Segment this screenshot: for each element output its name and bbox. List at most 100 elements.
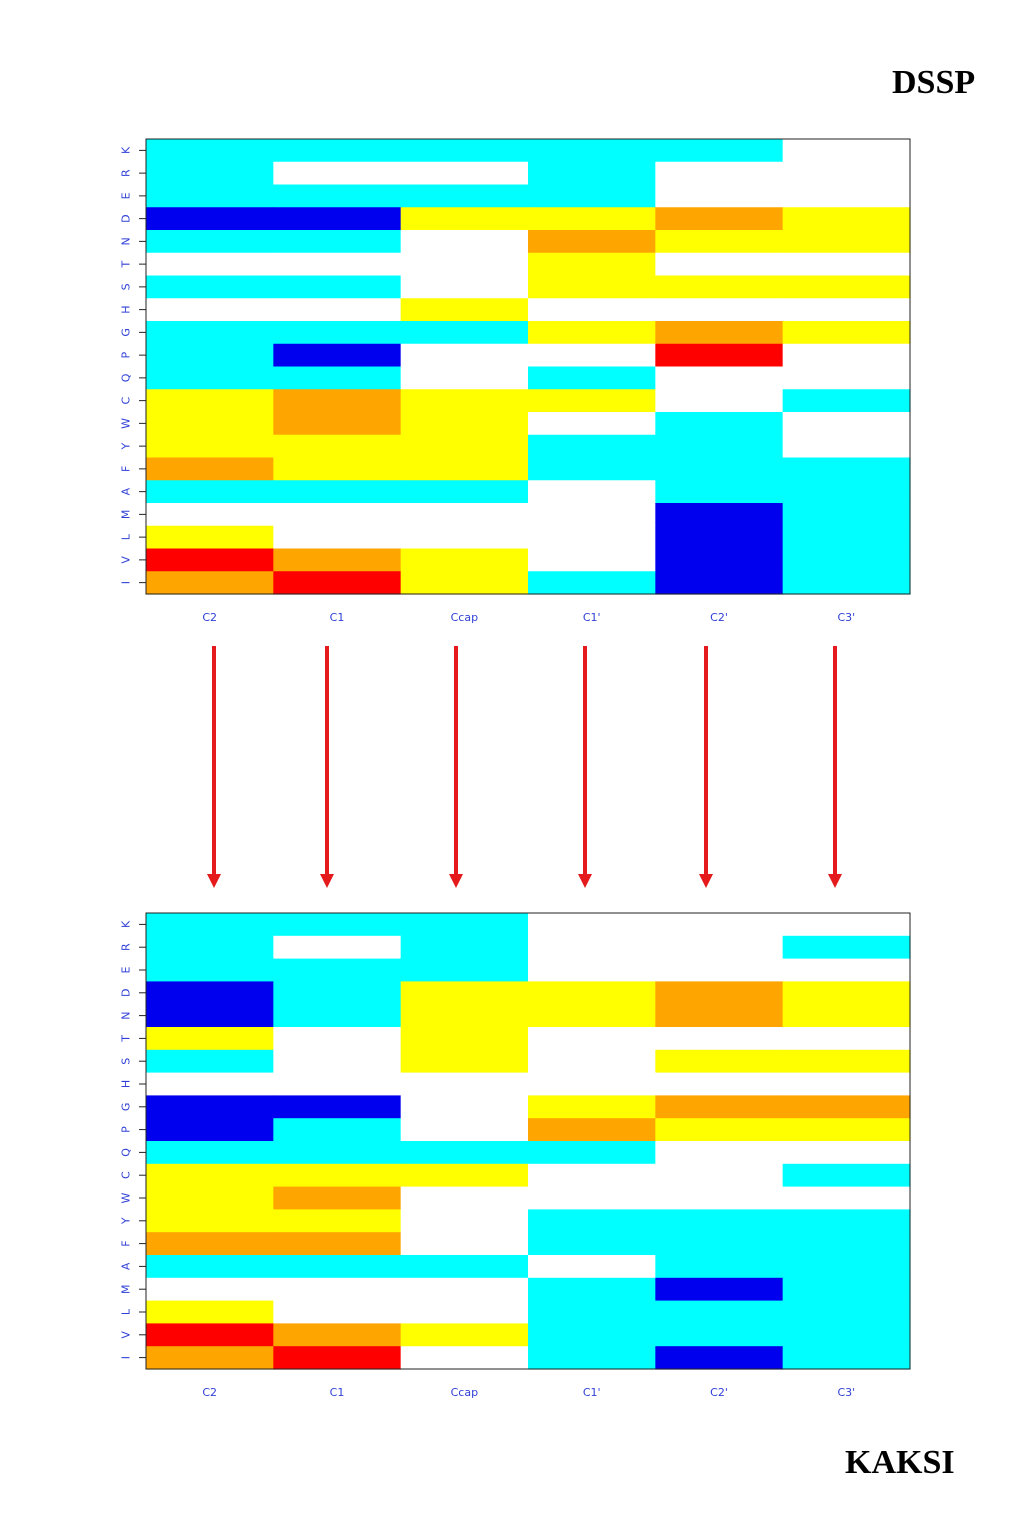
heatmap-cell [400,298,529,322]
heatmap-cell [655,913,784,937]
heatmap-cell [655,412,784,436]
panel-title-dssp: DSSP [892,64,976,101]
heatmap-cell [655,1141,784,1165]
heatmap-cell [528,1095,656,1119]
heatmap-cell [528,366,656,390]
heatmap-cell [273,457,402,481]
heatmap-cell [273,958,402,982]
heatmap-cell [782,184,911,208]
heatmap-cell [528,207,656,231]
y-tick-label: Q [120,373,133,382]
heatmap-cell [273,434,402,459]
heatmap-cell [655,139,784,163]
heatmap-cell [528,1300,656,1324]
x-tick-label: C1 [330,1386,345,1399]
heatmap-cell [528,1232,656,1256]
heatmap-cell [528,1163,656,1188]
y-tick-label: V [120,1331,133,1339]
heatmap-cell [528,525,656,550]
heatmap-cell [273,480,402,504]
heatmap-cell [400,207,529,231]
heatmap-cell [400,480,529,504]
heatmap-cell [782,1209,911,1233]
heatmap-cell [400,161,529,186]
heatmap-cell [400,1186,529,1210]
heatmap-cell [400,412,529,436]
heatmap-cell [528,434,656,459]
heatmap-cell [655,321,784,345]
y-tick-label: K [120,146,133,154]
y-tick-label: T [120,1035,133,1043]
heatmap-cell [273,981,402,1005]
y-tick-label: Q [120,1148,133,1157]
heatmap-cell [273,412,402,436]
heatmap-cell [273,1255,402,1279]
heatmap-cell [146,1004,274,1028]
heatmap-cell [655,571,784,595]
y-tick-label: A [120,487,133,495]
heatmap-cell [655,1186,784,1210]
x-tick-label: C2' [710,1386,728,1399]
heatmap-cell [273,503,402,527]
heatmap-cell [655,525,784,550]
x-tick-label: C2 [202,1386,217,1399]
heatmap-cell [273,184,402,208]
heatmap-cell [400,525,529,550]
y-tick-label: S [120,1058,133,1065]
heatmap-cell [400,981,529,1005]
heatmap-cell [655,1072,784,1096]
arrow-head-icon [207,874,221,888]
heatmap-cell [782,1095,911,1119]
heatmap-cell [655,207,784,231]
heatmap-cell [146,184,274,208]
heatmap-cell [146,230,274,254]
heatmap-cell [655,252,784,277]
heatmap-cell [782,252,911,277]
heatmap-cell [146,1049,274,1074]
plot-frame [145,912,911,1370]
heatmap-cell [528,1141,656,1165]
heatmap-cell [528,1072,656,1096]
y-tick-label: T [120,260,133,268]
y-tick-label: M [120,510,133,520]
heatmap-cell [273,1049,402,1074]
heatmap-cell [655,389,784,413]
heatmap-cell [146,298,274,322]
heatmap-cell [273,207,402,231]
y-tick-label: L [120,1308,133,1315]
heatmap-cell [655,935,784,960]
heatmap-cell [528,412,656,436]
heatmap-cell [146,321,274,345]
heatmap-cell [782,230,911,254]
heatmap-cell [782,298,911,322]
heatmap-cell [528,1277,656,1302]
heatmap-cell [146,139,274,163]
heatmap-cell [782,1346,911,1370]
heatmap-cell [146,981,274,1005]
heatmap-cell [146,1323,274,1347]
heatmap-cell [528,252,656,277]
heatmap-cell [528,321,656,345]
heatmap-cell [146,1232,274,1256]
heatmap-cell [273,1072,402,1096]
heatmap-cell [782,1255,911,1279]
heatmap-cell [655,503,784,527]
y-tick-label: E [120,966,133,973]
y-tick-label: F [120,1240,133,1246]
heatmap-cell [528,457,656,481]
y-tick-label: G [120,1103,133,1112]
heatmap-cell [782,1072,911,1096]
heatmap-cell [400,1209,529,1233]
heatmap-cell [273,321,402,345]
heatmap-cell [400,1141,529,1165]
heatmap-cell [146,1095,274,1119]
heatmap-cell [273,389,402,413]
heatmap-cell [782,1004,911,1028]
heatmap-cell [400,252,529,277]
heatmap-cell [782,343,911,368]
heatmap-cell [146,1255,274,1279]
heatmap-cell [146,525,274,550]
heatmap-cell [146,913,274,937]
heatmap-cell [782,1049,911,1074]
